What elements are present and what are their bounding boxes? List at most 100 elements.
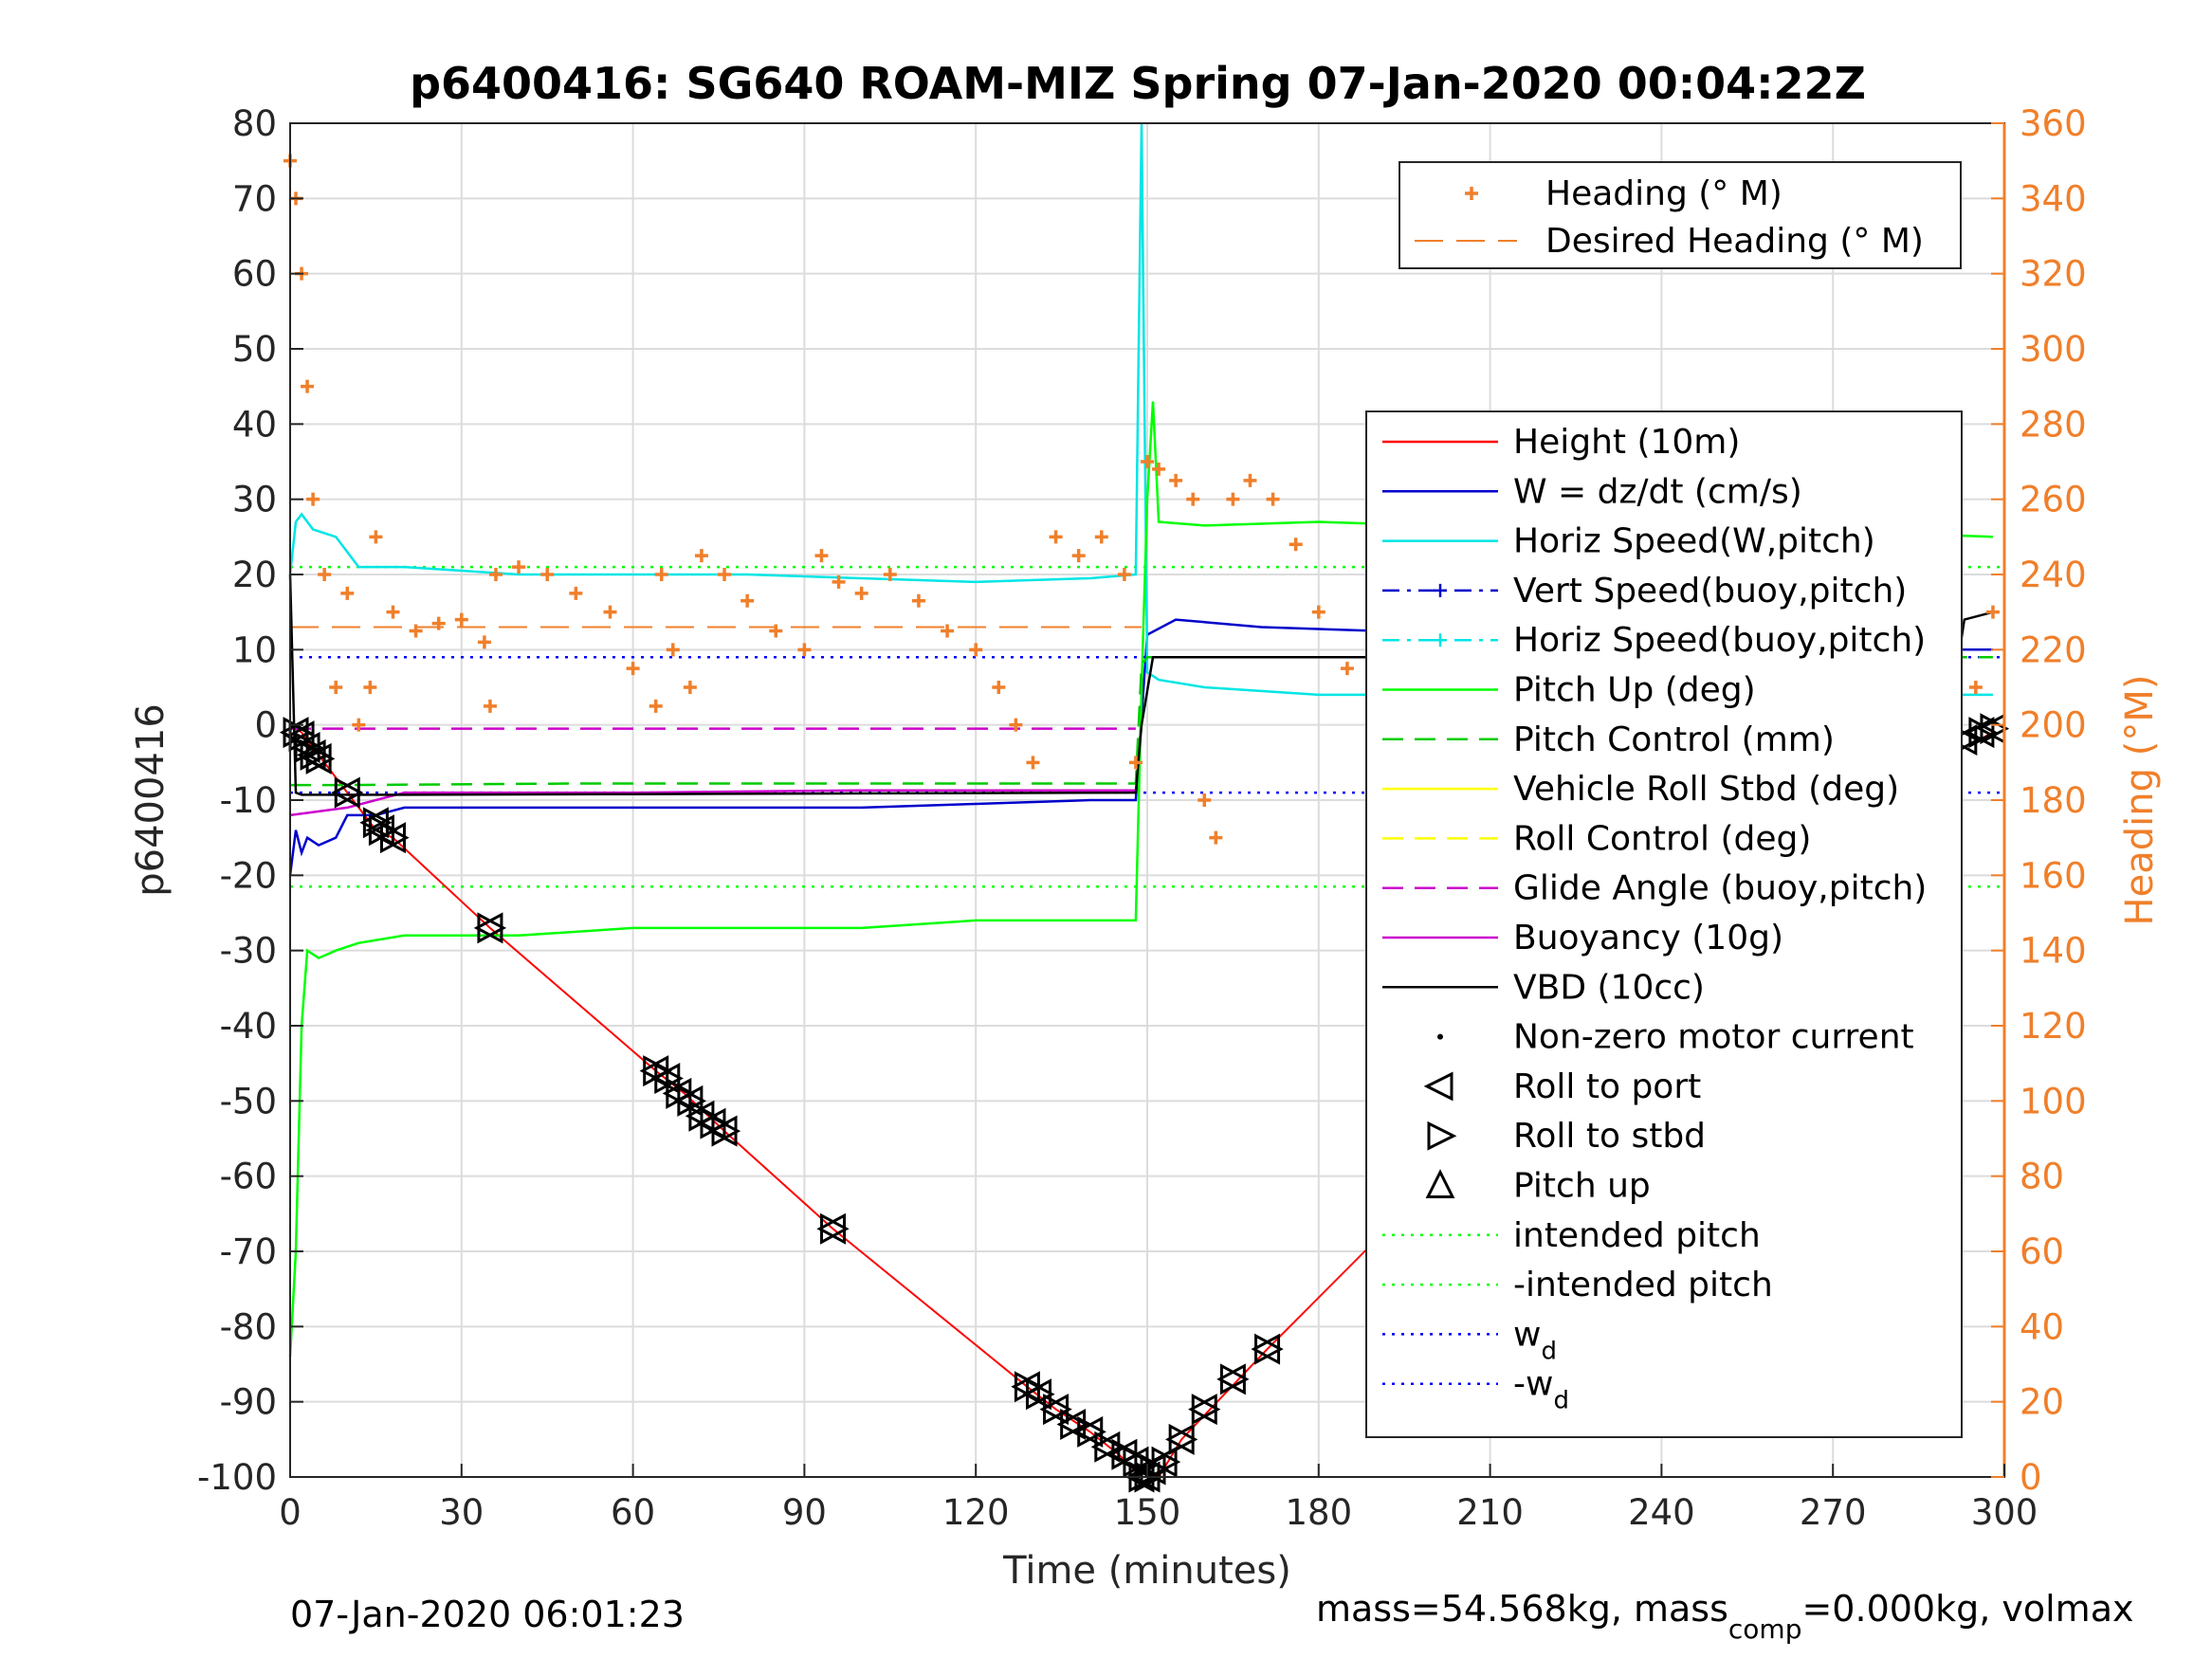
right-tick-label: 80 <box>2020 1157 2064 1197</box>
heading-point <box>540 568 555 581</box>
heading-point <box>1128 756 1143 770</box>
heading-point <box>1152 462 1166 476</box>
right-tick-label: 320 <box>2020 254 2087 295</box>
chart-title: p6400416: SG640 ROAM-MIZ Spring 07-Jan-2… <box>410 58 1866 109</box>
heading-point <box>431 616 446 630</box>
heading-point <box>603 605 617 619</box>
heading-point <box>626 662 640 676</box>
heading-point <box>1071 549 1086 563</box>
main-legend-label-subscript: d <box>1541 1337 1557 1365</box>
right-tick-label: 300 <box>2020 329 2087 370</box>
series-line <box>289 789 1136 817</box>
heading-point <box>654 568 668 581</box>
heading-point <box>301 379 315 393</box>
left-axis-label: p6400416 <box>129 703 173 897</box>
legend-sample-plus <box>1434 583 1447 597</box>
main-legend-label: Glide Angle (buoy,pitch) <box>1513 869 1927 908</box>
main-legend-label-text: VBD (10cc) <box>1513 968 1705 1007</box>
roll-stbd-marker <box>1980 713 2010 745</box>
heading-legend-label: Heading (° M) <box>1545 174 1782 213</box>
x-tick-label: 210 <box>1456 1492 1524 1533</box>
heading-point <box>454 612 468 627</box>
heading-point <box>488 568 503 581</box>
right-tick-label: 20 <box>2020 1382 2064 1423</box>
heading-point <box>883 568 897 581</box>
main-legend-label-text: Horiz Speed(buoy,pitch) <box>1513 621 1926 660</box>
right-tick-label: 200 <box>2020 705 2087 746</box>
heading-point <box>1197 793 1212 807</box>
heading-point <box>1026 756 1040 770</box>
main-legend-label-text: Roll to stbd <box>1513 1117 1706 1156</box>
legend-sample-dot <box>1437 1033 1443 1040</box>
roll-stbd-marker <box>1060 1408 1089 1440</box>
right-tick-label: 180 <box>2020 780 2087 821</box>
main-legend-label: Non-zero motor current <box>1513 1018 1914 1057</box>
left-tick-label: 70 <box>232 178 277 219</box>
heading-point <box>1209 830 1223 845</box>
heading-point <box>1968 681 1983 694</box>
main-legend-label-text: Pitch Control (mm) <box>1513 720 1835 759</box>
x-tick-label: 30 <box>439 1492 484 1533</box>
x-tick-label: 120 <box>942 1492 1010 1533</box>
left-axis-ticks: 80 70 60 50 40 30 20 10 0 -10 -20 -30 -40 -50 -60 -70 -8… <box>197 103 303 1498</box>
main-legend-label-text: Vert Speed(buoy,pitch) <box>1513 572 1907 611</box>
heading-point <box>1186 492 1200 506</box>
heading-point <box>409 624 423 638</box>
left-tick-label: 30 <box>232 480 277 520</box>
roll-stbd-marker <box>477 912 507 944</box>
x-tick-label: 240 <box>1628 1492 1695 1533</box>
heading-legend-items: Heading (° M) Desired Heading (° M) <box>1415 174 1924 261</box>
roll-stbd-marker <box>1254 1333 1284 1365</box>
heading-point <box>683 681 697 694</box>
heading-point <box>1243 473 1257 487</box>
left-tick-label: -60 <box>220 1157 277 1197</box>
x-tick-label: 180 <box>1285 1492 1352 1533</box>
heading-point <box>911 593 925 608</box>
legend-sample-tri-right <box>1427 1121 1457 1151</box>
left-tick-label: -80 <box>220 1306 277 1347</box>
right-tick-label: 360 <box>2020 103 2087 144</box>
left-tick-label: 80 <box>232 103 277 144</box>
roll-stbd-marker <box>305 742 336 775</box>
left-tick-label: -90 <box>220 1382 277 1423</box>
main-legend-label-text: Vehicle Roll Stbd (deg) <box>1513 770 1899 809</box>
heading-point <box>941 624 955 638</box>
footer-mass-main: mass=54.568kg, mass <box>1316 1588 1728 1630</box>
roll-stbd-marker <box>1168 1423 1198 1455</box>
heading-point <box>969 643 983 657</box>
heading-point <box>769 624 783 638</box>
main-legend-label: Horiz Speed(W,pitch) <box>1513 522 1875 561</box>
roll-stbd-marker <box>362 807 393 839</box>
footer-mass-subscript: comp <box>1728 1613 1802 1645</box>
x-axis-ticks: 0 30 60 90 120 150 180 210 240 270 300 <box>279 1464 2038 1533</box>
main-legend-label: -wd <box>1513 1365 1569 1415</box>
right-tick-label: 280 <box>2020 404 2087 445</box>
heading-point <box>1169 473 1183 487</box>
heading-point <box>477 635 491 649</box>
main-legend-label-text: W = dz/dt (cm/s) <box>1513 472 1802 511</box>
x-tick-label: 150 <box>1114 1492 1181 1533</box>
heading-point <box>340 586 355 600</box>
right-tick-label: 60 <box>2020 1231 2064 1272</box>
right-tick-label: 100 <box>2020 1081 2087 1121</box>
main-legend-label-text: Non-zero motor current <box>1513 1018 1914 1057</box>
left-tick-label: 50 <box>232 329 277 370</box>
roll-stbd-marker <box>711 1115 741 1147</box>
left-tick-label: 10 <box>232 629 277 670</box>
heading-point <box>992 681 1006 694</box>
right-tick-label: 140 <box>2020 931 2087 972</box>
main-legend-label: Pitch Control (mm) <box>1513 720 1835 759</box>
main-legend-label-text: Roll to port <box>1513 1067 1701 1106</box>
heading-point <box>666 643 680 657</box>
left-tick-label: 40 <box>232 404 277 445</box>
heading-point <box>369 530 383 544</box>
legend-sample-heading <box>1465 187 1478 200</box>
main-legend-label: Height (10m) <box>1513 423 1740 462</box>
x-tick-label: 300 <box>1971 1492 2038 1533</box>
heading-legend-label: Desired Heading (° M) <box>1545 222 1924 261</box>
main-legend-label: -intended pitch <box>1513 1266 1773 1304</box>
footer-mass-tail: =0.000kg, volmax <box>1801 1588 2133 1630</box>
heading-point <box>352 718 366 732</box>
x-tick-label: 60 <box>611 1492 655 1533</box>
roll-stbd-marker <box>1043 1394 1072 1426</box>
